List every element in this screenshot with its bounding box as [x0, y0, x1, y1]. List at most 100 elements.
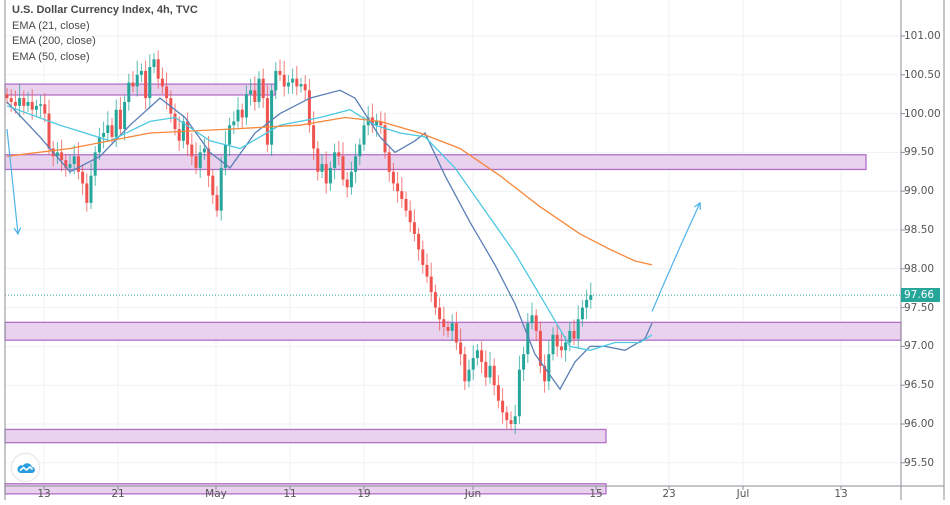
candle-body[interactable] [417, 233, 421, 250]
candle-body[interactable] [589, 295, 593, 300]
candle-body[interactable] [5, 94, 9, 99]
candle-body[interactable] [286, 82, 290, 87]
candle-body[interactable] [202, 148, 206, 153]
candle-body[interactable] [387, 152, 391, 172]
candle-body[interactable] [551, 334, 555, 355]
candle-body[interactable] [114, 109, 118, 137]
candle-body[interactable] [186, 121, 190, 145]
candle-body[interactable] [576, 319, 580, 339]
candle-body[interactable] [328, 167, 332, 184]
candle-body[interactable] [555, 334, 559, 347]
candle-body[interactable] [349, 171, 353, 188]
candle-body[interactable] [299, 84, 303, 87]
candle-body[interactable] [9, 98, 13, 102]
ema-50-line[interactable] [6, 105, 653, 351]
candle-body[interactable] [102, 133, 106, 137]
candle-body[interactable] [421, 249, 425, 265]
indicator-ema200-label[interactable]: EMA (200, close) [12, 35, 96, 47]
candle-body[interactable] [391, 171, 395, 184]
candle-body[interactable] [261, 78, 265, 99]
candle-body[interactable] [118, 109, 122, 130]
candle-body[interactable] [223, 144, 227, 168]
candle-body[interactable] [228, 125, 232, 145]
candle-body[interactable] [257, 78, 261, 102]
candle-body[interactable] [454, 323, 458, 343]
candle-body[interactable] [412, 222, 416, 234]
candle-body[interactable] [47, 113, 51, 149]
candle-body[interactable] [110, 125, 114, 137]
candle-body[interactable] [72, 156, 76, 165]
candle-body[interactable] [463, 354, 467, 382]
candle-body[interactable] [354, 156, 358, 172]
candle-body[interactable] [22, 98, 26, 106]
candle-body[interactable] [333, 152, 337, 168]
candle-body[interactable] [131, 82, 135, 87]
indicator-ema50-label[interactable]: EMA (50, close) [12, 50, 90, 63]
candle-body[interactable] [106, 125, 110, 133]
candle-body[interactable] [429, 276, 433, 293]
candle-body[interactable] [135, 74, 139, 87]
candle-body[interactable] [572, 330, 576, 339]
candle-body[interactable] [433, 292, 437, 308]
candle-body[interactable] [467, 369, 471, 382]
candle-body[interactable] [270, 90, 274, 145]
projection-arrow[interactable] [651, 202, 701, 312]
candle-body[interactable] [404, 198, 408, 211]
candle-body[interactable] [303, 84, 307, 91]
candle-body[interactable] [517, 369, 521, 417]
candle-body[interactable] [396, 183, 400, 192]
candle-body[interactable] [341, 156, 345, 180]
candle-body[interactable] [282, 74, 286, 87]
candle-body[interactable] [564, 342, 568, 351]
ema-21-line[interactable] [6, 89, 653, 391]
candle-body[interactable] [89, 175, 93, 203]
candle-body[interactable] [475, 350, 479, 359]
candle-body[interactable] [76, 156, 80, 172]
candle-body[interactable] [480, 350, 484, 362]
candle-body[interactable] [26, 101, 30, 106]
candle-body[interactable] [148, 67, 152, 99]
candle-body[interactable] [295, 78, 299, 87]
candle-body[interactable] [34, 105, 38, 110]
candle-body[interactable] [278, 70, 282, 75]
candle-body[interactable] [320, 164, 324, 172]
candle-body[interactable] [509, 420, 513, 424]
candle-body[interactable] [198, 152, 202, 168]
candle-body[interactable] [68, 164, 72, 168]
candle-body[interactable] [538, 330, 542, 366]
candle-body[interactable] [177, 129, 181, 141]
candle-body[interactable] [505, 412, 509, 421]
candle-body[interactable] [496, 385, 500, 401]
candle-body[interactable] [190, 144, 194, 157]
candle-body[interactable] [513, 416, 517, 424]
candle-body[interactable] [97, 136, 101, 153]
candle-body[interactable] [459, 342, 463, 355]
candle-body[interactable] [18, 98, 22, 106]
left-edge-arrow[interactable] [6, 129, 19, 234]
candle-body[interactable] [522, 354, 526, 370]
candle-body[interactable] [337, 152, 341, 157]
candle-body[interactable] [232, 121, 236, 126]
candle-body[interactable] [173, 113, 177, 130]
support-resistance-zone[interactable] [4, 483, 607, 495]
candle-body[interactable] [215, 195, 219, 211]
candle-body[interactable] [291, 78, 295, 83]
candle-body[interactable] [156, 59, 160, 79]
candle-body[interactable] [543, 365, 547, 382]
candle-body[interactable] [249, 90, 253, 95]
candle-body[interactable] [324, 164, 328, 184]
candle-body[interactable] [375, 121, 379, 126]
candle-body[interactable] [312, 125, 316, 149]
candle-body[interactable] [526, 323, 530, 355]
candle-body[interactable] [383, 125, 387, 153]
candle-body[interactable] [446, 327, 450, 331]
candle-body[interactable] [307, 90, 311, 126]
candle-body[interactable] [438, 307, 442, 320]
candle-body[interactable] [400, 191, 404, 199]
candle-body[interactable] [144, 70, 148, 99]
candle-body[interactable] [530, 315, 534, 324]
candle-body[interactable] [492, 365, 496, 386]
candle-body[interactable] [211, 175, 215, 196]
